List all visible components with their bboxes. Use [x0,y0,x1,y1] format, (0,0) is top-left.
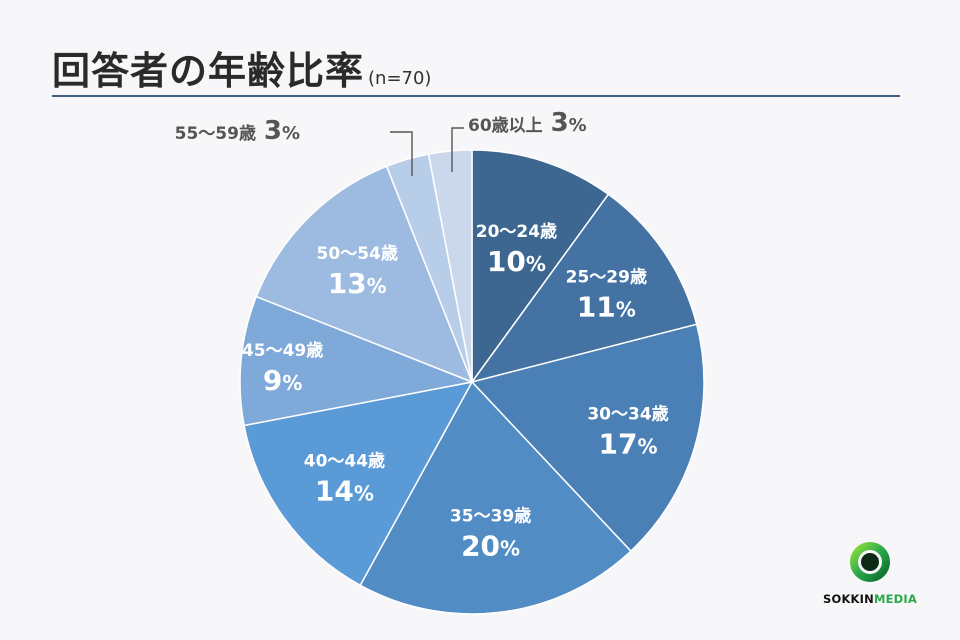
slice-label-group-3: 30～34歳 17% [587,403,668,460]
slice-6 [239,295,475,427]
slice-category-5: 40～44歳 [304,451,385,472]
slice-label-group-5: 40～44歳 14% [304,451,385,508]
slice-label-group-1: 20～24歳 10% [476,221,557,278]
slice-value-7: 13% [328,267,387,300]
slice-category-6: 45～49歳 [242,340,323,361]
slice-label-9: 60歳以上 3% [468,108,587,138]
logo-text-sokkin: SOKKIN [822,592,874,606]
slice-9 [427,149,473,383]
logo-ring-icon [850,542,890,582]
logo-wordmark: SOKKINMEDIA [818,592,922,606]
slice-value-3: 17% [598,427,657,460]
leader-line-8 [390,131,413,176]
logo-text-media: MEDIA [873,592,918,606]
slice-value-4: 20% [461,529,520,562]
slice-3 [470,323,705,553]
slice-label-group-6: 45～49歳 9% [242,340,323,397]
slice-label-8: 55～59歳 3% [175,116,300,146]
slice-2 [470,193,698,384]
slice-category-1: 20～24歳 [476,221,557,242]
title-underline [52,95,900,97]
sample-size: (n=70) [368,68,432,89]
slice-label-group-2: 25～29歳 11% [566,267,647,324]
slice-value-2: 11% [577,291,636,324]
slice-label-group-4: 35～39歳 20% [450,505,531,562]
slice-1 [471,149,610,385]
slice-category-4: 35～39歳 [450,505,531,526]
sokkin-media-logo: SOKKINMEDIA [818,536,922,616]
slice-category-3: 30～34歳 [587,403,668,424]
slice-value-6: 9% [263,364,303,397]
slice-4 [359,380,632,615]
title-text: 回答者の年齢比率 [52,49,365,93]
slice-value-1: 10% [487,245,546,278]
slice-category-7: 50～54歳 [317,243,398,264]
page-title: 回答者の年齢比率 (n=70) [52,40,431,95]
slice-label-group-7: 50～54歳 13% [317,243,398,300]
slice-7 [255,165,474,384]
slice-label-group-8: 55～59歳 3% [175,116,300,146]
leader-line-9 [451,127,464,172]
slice-5 [243,380,474,587]
slice-value-5: 14% [315,475,374,508]
slice-label-group-9: 60歳以上 3% [468,108,587,138]
slice-category-2: 25～29歳 [566,267,647,288]
